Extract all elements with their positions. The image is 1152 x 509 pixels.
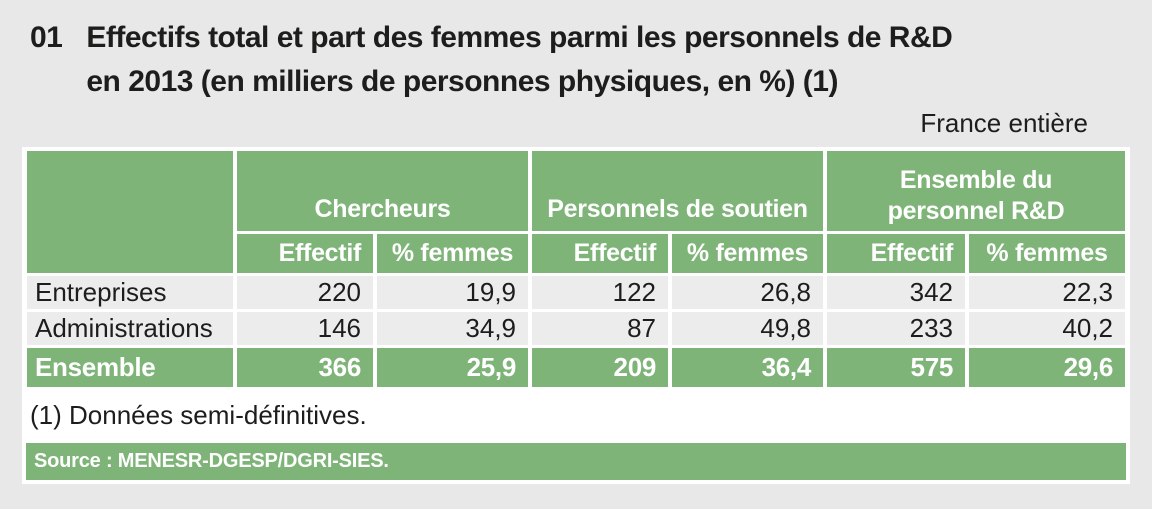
page-title: Effectifs total et part des femmes parmi… bbox=[86, 16, 952, 104]
col-group-chercheurs: Chercheurs bbox=[237, 151, 529, 231]
table-panel: Chercheurs Personnels de soutien Ensembl… bbox=[22, 147, 1130, 484]
cell-value: 19,9 bbox=[377, 276, 529, 309]
row-label: Administrations bbox=[27, 312, 233, 345]
corner-cell bbox=[27, 151, 233, 273]
cell-value: 25,9 bbox=[377, 348, 529, 387]
cell-value: 26,8 bbox=[672, 276, 824, 309]
cell-value: 29,6 bbox=[969, 348, 1126, 387]
subheader-femmes-chercheurs: % femmes bbox=[377, 234, 529, 273]
row-label: Ensemble bbox=[27, 348, 233, 387]
table-number: 01 bbox=[30, 21, 63, 54]
title-line-1: Effectifs total et part des femmes parmi… bbox=[86, 21, 953, 54]
table-row-administrations: Administrations 146 34,9 87 49,8 233 40,… bbox=[27, 312, 1126, 345]
title-line-2: en 2013 (en milliers de personnes physiq… bbox=[86, 65, 838, 98]
region-label: France entière bbox=[920, 108, 1088, 138]
data-table: Chercheurs Personnels de soutien Ensembl… bbox=[23, 148, 1129, 390]
cell-value: 233 bbox=[827, 312, 966, 345]
sub-header-row: Effectif % femmes Effectif % femmes Effe… bbox=[27, 234, 1126, 273]
col-group-personnels-soutien: Personnels de soutien bbox=[532, 151, 824, 231]
title-row: 01 Effectifs total et part des femmes pa… bbox=[30, 16, 1122, 104]
table-row-entreprises: Entreprises 220 19,9 122 26,8 342 22,3 bbox=[27, 276, 1126, 309]
subheader-effectif-soutien: Effectif bbox=[532, 234, 669, 273]
title-block: 01 Effectifs total et part des femmes pa… bbox=[0, 0, 1152, 139]
cell-value: 122 bbox=[532, 276, 669, 309]
subheader-effectif-ensemble: Effectif bbox=[827, 234, 966, 273]
cell-value: 146 bbox=[237, 312, 373, 345]
subheader-effectif-chercheurs: Effectif bbox=[237, 234, 373, 273]
subheader-femmes-ensemble: % femmes bbox=[969, 234, 1126, 273]
cell-value: 342 bbox=[827, 276, 966, 309]
cell-value: 40,2 bbox=[969, 312, 1126, 345]
cell-value: 366 bbox=[237, 348, 373, 387]
cell-value: 34,9 bbox=[377, 312, 529, 345]
cell-value: 575 bbox=[827, 348, 966, 387]
cell-value: 87 bbox=[532, 312, 669, 345]
cell-value: 49,8 bbox=[672, 312, 824, 345]
cell-value: 22,3 bbox=[969, 276, 1126, 309]
row-label: Entreprises bbox=[27, 276, 233, 309]
cell-value: 36,4 bbox=[672, 348, 824, 387]
cell-value: 209 bbox=[532, 348, 669, 387]
table-row-ensemble-total: Ensemble 366 25,9 209 36,4 575 29,6 bbox=[27, 348, 1126, 387]
col-group-ensemble-rd: Ensemble du personnel R&D bbox=[827, 151, 1126, 231]
subheader-femmes-soutien: % femmes bbox=[672, 234, 824, 273]
footnote: (1) Données semi-définitives. bbox=[23, 390, 1129, 443]
page: 01 Effectifs total et part des femmes pa… bbox=[0, 0, 1152, 484]
group-header-row: Chercheurs Personnels de soutien Ensembl… bbox=[27, 151, 1126, 273]
cell-value: 220 bbox=[237, 276, 373, 309]
source-bar: Source : MENESR-DGESP/DGRI-SIES. bbox=[26, 443, 1126, 480]
